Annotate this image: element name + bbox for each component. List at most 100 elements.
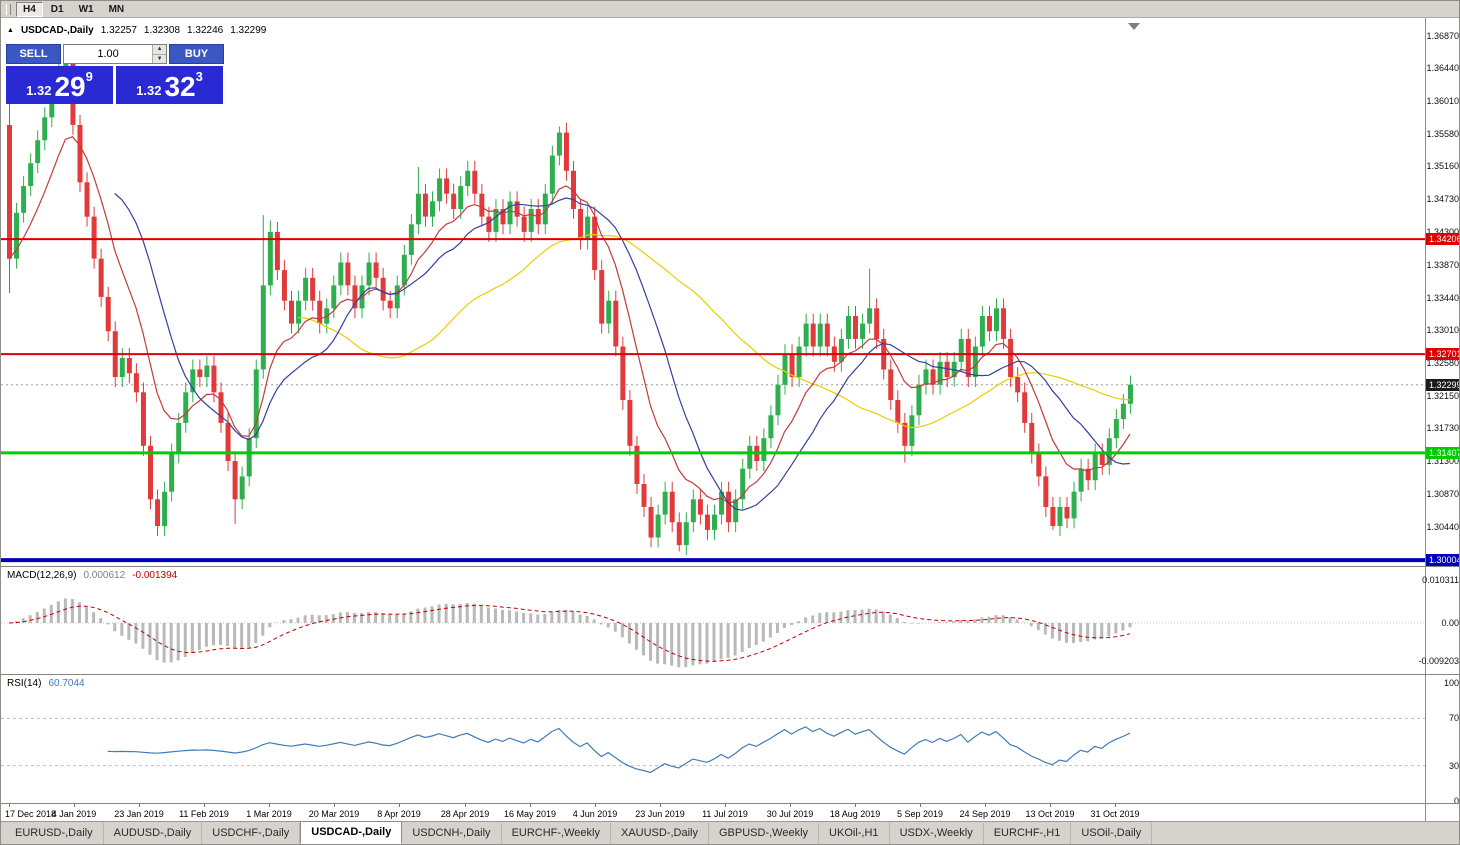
date-axis-label: 31 Oct 2019 — [1090, 809, 1140, 819]
candle-body — [197, 369, 203, 377]
candle-body — [578, 209, 584, 240]
price-scale[interactable]: 1.36870 1.36440 1.36010 1.35580 1.35160 1.347… — [1418, 18, 1459, 823]
buy-price-tile[interactable]: 1.32 32 3 — [116, 66, 223, 104]
date-axis-label: 11 Feb 2019 — [179, 809, 229, 819]
candle-body — [394, 285, 400, 309]
date-axis-label: 1 Mar 2019 — [246, 809, 292, 819]
timeframe-button-mn[interactable]: MN — [108, 3, 125, 15]
candle-body — [1001, 308, 1007, 339]
price-scale-label: 1.33440 — [1426, 293, 1459, 303]
candle-body — [7, 125, 12, 259]
sell-price-tile[interactable]: 1.32 29 9 — [6, 66, 113, 104]
date-axis-tick — [1050, 804, 1051, 807]
macd-signal-line — [8, 604, 1131, 662]
price-scale-label: 1.34730 — [1426, 194, 1459, 204]
date-axis-label: 28 Apr 2019 — [440, 809, 490, 819]
tab-audusd-daily[interactable]: AUDUSD-,Daily — [104, 823, 203, 844]
tab-usoil-daily[interactable]: USOil-,Daily — [1071, 823, 1153, 844]
candle-body — [126, 358, 132, 374]
candle-body — [493, 209, 499, 232]
rsi-canvas[interactable] — [1, 675, 1425, 803]
candle-body — [521, 216, 527, 232]
price-scale-label: 1.33010 — [1426, 325, 1459, 335]
price-scale-label: 1.30870 — [1426, 489, 1459, 499]
timeframe-button-w1[interactable]: W1 — [78, 3, 94, 15]
candle-body — [853, 316, 858, 339]
tab-eurchf-weekly[interactable]: EURCHF-,Weekly — [502, 823, 611, 844]
volume-increase-button[interactable]: ▲ — [153, 45, 166, 55]
candle-body — [719, 491, 725, 515]
sell-button[interactable]: SELL — [6, 44, 61, 64]
candle-body — [514, 201, 520, 217]
tab-ukoil-h1[interactable]: UKOil-,H1 — [819, 823, 890, 844]
tab-eurusd-daily[interactable]: EURUSD-,Daily — [5, 823, 104, 844]
candle-body — [930, 369, 936, 385]
candle-body — [972, 346, 978, 378]
candle-body — [479, 193, 485, 217]
candle-body — [986, 316, 992, 332]
macd-scale-label: -0.009203 — [1418, 656, 1459, 666]
candle-body — [1022, 392, 1028, 423]
date-axis[interactable]: 17 Dec 2018 4 Jan 2019 23 Jan 2019 11 Feb 2… — [1, 804, 1425, 823]
candle-body — [867, 308, 873, 324]
tab-usdchf-daily[interactable]: USDCHF-,Daily — [202, 823, 301, 844]
tab-xauusd-daily[interactable]: XAUUSD-,Daily — [611, 823, 709, 844]
moving-average-10-line — [8, 135, 1131, 504]
candle-body — [211, 365, 217, 393]
candle-body — [267, 231, 273, 286]
candle-body — [1057, 506, 1063, 526]
candle-body — [606, 300, 612, 324]
candle-body — [690, 499, 696, 523]
date-axis-tick — [790, 804, 791, 807]
date-axis-tick — [269, 804, 270, 807]
timeframe-button-d1[interactable]: D1 — [50, 3, 64, 15]
tab-gbpusd-weekly[interactable]: GBPUSD-,Weekly — [709, 823, 820, 844]
timeframe-button-h4[interactable]: H4 — [16, 1, 43, 17]
toolbar-grip-handle[interactable] — [6, 3, 11, 15]
macd-canvas[interactable] — [1, 567, 1425, 674]
candle-body — [909, 415, 915, 446]
price-scale-label: 1.32150 — [1426, 391, 1459, 401]
volume-input[interactable] — [64, 45, 153, 63]
candle-body — [246, 438, 252, 477]
date-axis-tick — [334, 804, 335, 807]
candle-body — [1071, 491, 1077, 519]
candle-body — [444, 178, 450, 194]
candle-body — [218, 392, 224, 423]
rsi-name: RSI(14) — [7, 678, 42, 689]
buy-button[interactable]: BUY — [169, 44, 224, 64]
candle-body — [155, 499, 161, 526]
panel-separator[interactable] — [1, 566, 1459, 567]
tab-usdcnh-daily[interactable]: USDCNH-,Daily — [402, 823, 502, 844]
tab-eurchf-h1[interactable]: EURCHF-,H1 — [984, 823, 1072, 844]
panel-separator[interactable] — [1, 674, 1459, 675]
date-axis-tick — [74, 804, 75, 807]
candle-body — [662, 491, 668, 515]
candle-body — [183, 392, 189, 423]
chart-tab-bar: EURUSD-,Daily AUDUSD-,Daily USDCHF-,Daily U… — [1, 821, 1459, 844]
candle-body — [641, 484, 647, 507]
candle-body — [1015, 377, 1021, 393]
ohlc-close-value: 1.32299 — [230, 25, 267, 36]
buy-price-prefix: 1.32 — [136, 83, 162, 98]
chart-shift-marker-icon[interactable] — [1128, 23, 1140, 30]
price-scale-label: 1.31300 — [1426, 456, 1459, 466]
macd-signal-value: -0.001394 — [132, 570, 178, 581]
candle-body — [42, 117, 48, 141]
candle-body — [838, 338, 844, 362]
tab-usdx-weekly[interactable]: USDX-,Weekly — [890, 823, 984, 844]
candle-body — [486, 216, 492, 232]
rsi-line — [107, 726, 1131, 774]
macd-main-value: 0.000612 — [83, 570, 126, 581]
tab-usdcad-daily[interactable]: USDCAD-,Daily — [300, 821, 403, 844]
candle-body — [613, 300, 619, 347]
date-axis-tick — [1115, 804, 1116, 807]
candle-body — [944, 361, 950, 378]
candle-body — [1127, 384, 1133, 404]
candle-body — [458, 186, 464, 209]
volume-decrease-button[interactable]: ▼ — [153, 54, 166, 63]
price-level-tag: 1.30004 — [1426, 554, 1459, 566]
candle-body — [148, 445, 153, 500]
candle-body — [331, 285, 337, 309]
candle-body — [620, 346, 626, 400]
